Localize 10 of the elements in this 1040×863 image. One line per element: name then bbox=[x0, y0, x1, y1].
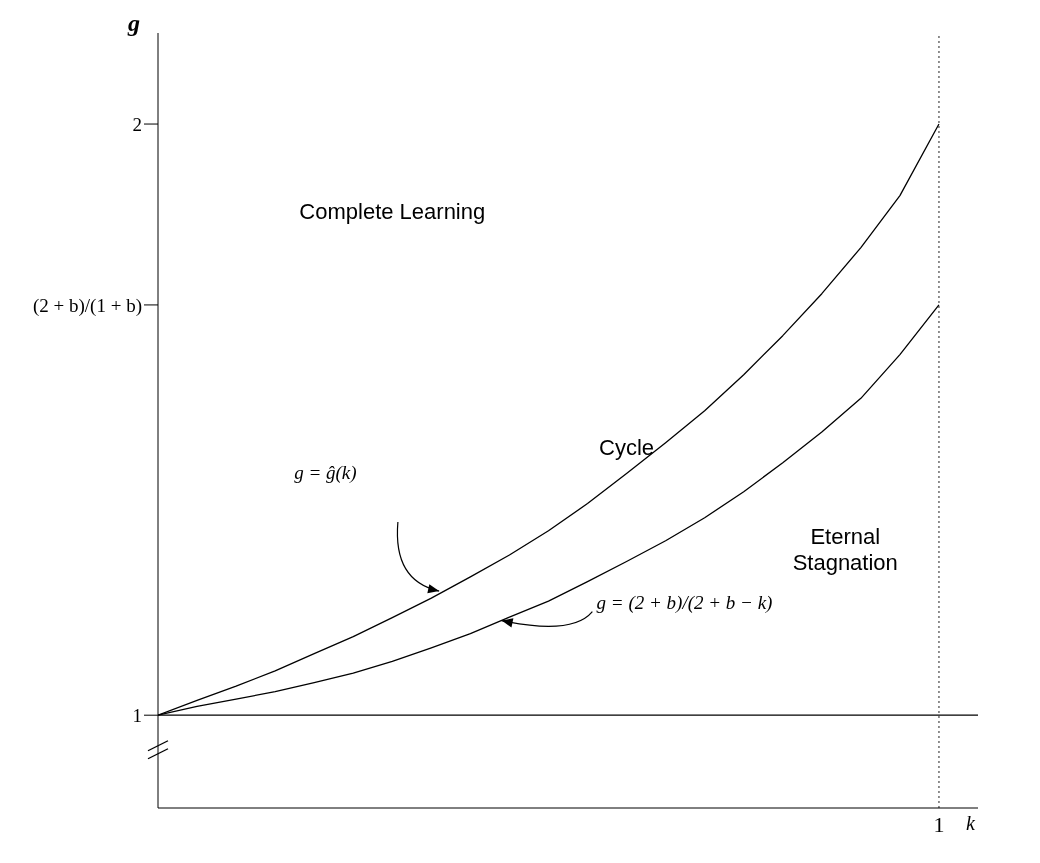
annotation: Cycle bbox=[598, 435, 656, 462]
x-axis-title: k bbox=[966, 812, 975, 835]
y-tick-label: (2 + b)/(1 + b) bbox=[32, 294, 142, 317]
annotation: Complete Learning bbox=[298, 198, 487, 225]
y-axis-title: g bbox=[128, 10, 140, 37]
annotation: g = (2 + b)/(2 + b − k) bbox=[596, 591, 773, 614]
y-tick-label: 1 bbox=[132, 704, 142, 726]
annotation: Eternal Stagnation bbox=[791, 523, 899, 576]
y-tick-label: 2 bbox=[132, 113, 142, 135]
annotation: g = ĝ(k) bbox=[294, 462, 357, 485]
